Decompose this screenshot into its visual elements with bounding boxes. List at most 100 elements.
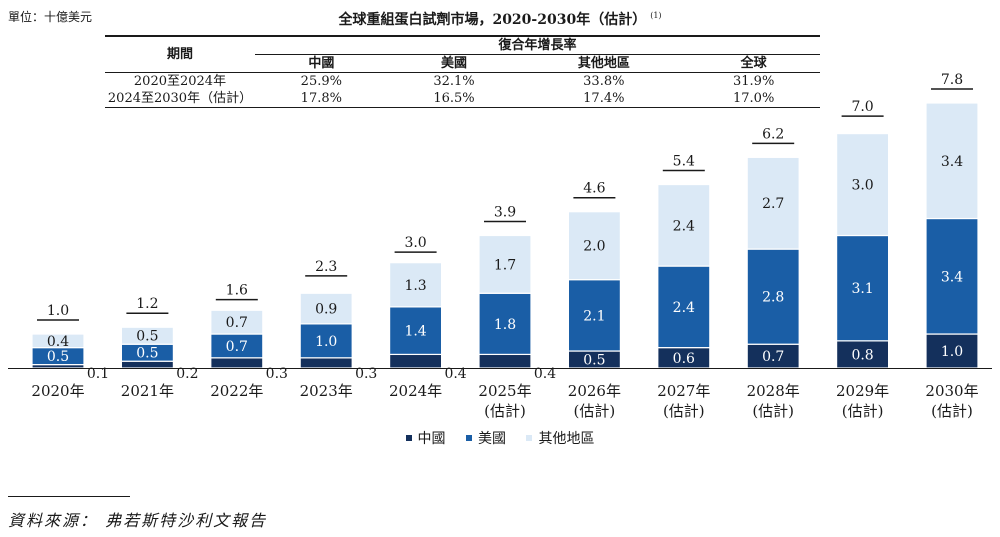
cagr-table: 期間 復合年增長率 中國 美國 其他地區 全球 2020至2024年 25.9%… [105, 35, 820, 108]
bar-segment-usa [567, 279, 622, 352]
bar-segment-usa [746, 248, 800, 345]
bar-segment-usa [389, 306, 443, 356]
data-label-china: 0.8 [851, 347, 873, 363]
x-tick-label: 2024年 [389, 382, 442, 400]
data-label-usa: 1.0 [315, 334, 337, 350]
legend-swatch-china [405, 435, 412, 441]
data-label-rest-of-world: 0.9 [315, 302, 337, 318]
total-label: 1.0 [47, 303, 69, 319]
x-tick-label: (估計) [484, 402, 526, 420]
x-tick-label: (估計) [931, 402, 973, 420]
data-label-china: 0.2 [176, 366, 198, 382]
x-tick-label: 2021年 [121, 382, 174, 400]
cagr-table-subheader-row: 中國 美國 其他地區 全球 [105, 54, 820, 73]
total-label: 6.2 [762, 126, 784, 142]
data-label-china: 0.4 [534, 366, 556, 382]
data-label-rest-of-world: 0.5 [136, 329, 158, 345]
x-tick-label: (估計) [574, 402, 616, 420]
bar-segment-china [299, 357, 353, 369]
total-label: 3.9 [494, 205, 516, 221]
data-label-rest-of-world: 0.4 [47, 334, 69, 350]
x-tick-label: 2025年 [478, 382, 531, 400]
bar-segment-rest-of-world [567, 211, 622, 281]
cagr-value: 33.8% [583, 74, 625, 89]
data-label-china: 1.0 [941, 344, 963, 360]
title-footnote-marker: (1) [650, 11, 662, 21]
source-divider [8, 496, 130, 497]
x-tick-label: 2023年 [300, 382, 353, 400]
data-label-rest-of-world: 1.7 [494, 257, 516, 273]
data-label-usa: 0.5 [136, 346, 158, 362]
bar-segment-usa [835, 234, 890, 342]
total-label: 7.0 [851, 99, 873, 115]
legend-item-china: 中國 [405, 431, 446, 447]
legend-label-china: 中國 [417, 431, 446, 447]
data-label-rest-of-world: 3.4 [941, 154, 963, 170]
cagr-col-header: 中國 [255, 54, 388, 73]
total-label: 1.2 [136, 296, 158, 312]
legend-swatch-rest-of-world [526, 435, 533, 441]
data-label-rest-of-world: 2.4 [673, 218, 695, 234]
cagr-value: 17.0% [687, 90, 820, 108]
x-tick-label: 2026年 [568, 382, 621, 400]
data-label-rest-of-world: 3.0 [851, 178, 873, 194]
legend-swatch-usa [466, 435, 472, 441]
bar-segment-rest-of-world [657, 183, 711, 267]
x-tick-label: 2022年 [210, 382, 263, 400]
cagr-period: 2020至2024年 [133, 74, 227, 89]
bar-segment-rest-of-world [925, 102, 979, 220]
data-label-china: 0.7 [762, 349, 784, 365]
total-label: 5.4 [673, 154, 695, 170]
cagr-value: 32.1% [433, 74, 475, 89]
cagr-value: 31.9% [733, 74, 775, 89]
bar-segment-rest-of-world [120, 326, 175, 345]
bar-segment-usa [478, 292, 532, 356]
cagr-value: 25.9% [300, 74, 342, 89]
data-label-usa: 2.1 [583, 308, 605, 324]
cagr-group-header: 復合年增長率 [255, 35, 820, 55]
source-note: 資料來源： 弗若斯特沙利文報告 [8, 511, 268, 530]
bar-segment-usa [657, 265, 711, 349]
period-header: 期間 [105, 35, 255, 73]
bar-segment-rest-of-world [389, 262, 443, 308]
x-tick-label: 2020年 [31, 382, 84, 400]
legend-item-usa: 美國 [466, 431, 506, 447]
chart-legend: 中國 美國 其他地區 [0, 428, 1000, 448]
bar-segment-rest-of-world [210, 309, 264, 335]
data-label-rest-of-world: 2.7 [762, 196, 784, 212]
x-tick-label: 2030年 [925, 382, 978, 400]
total-label: 7.8 [941, 72, 963, 88]
x-tick-label: 2028年 [747, 382, 800, 400]
bar-segment-rest-of-world [31, 333, 85, 349]
total-label: 2.3 [315, 259, 337, 275]
data-label-rest-of-world: 0.7 [226, 315, 248, 331]
bar-segment-rest-of-world [299, 292, 353, 325]
data-label-usa: 1.8 [494, 317, 516, 333]
cagr-table-header-row: 期間 復合年增長率 [105, 35, 820, 73]
bar-segment-rest-of-world [478, 234, 532, 294]
cagr-table-row: 2024至2030年（估計） 17.8% 16.5% 17.4% 17.0% [105, 90, 820, 108]
legend-label-rest-of-world: 其他地區 [538, 431, 595, 447]
cagr-value: 17.8% [255, 90, 388, 108]
cagr-period: 2024至2030年（估計） [105, 90, 255, 108]
x-tick-label: (估計) [752, 402, 794, 420]
legend-item-rest-of-world: 其他地區 [526, 431, 594, 447]
data-label-usa: 3.1 [851, 281, 873, 297]
bar-segment-china [120, 360, 175, 369]
bar-segment-china [210, 357, 264, 369]
cagr-col-header: 美國 [387, 54, 521, 73]
cagr-table-row: 2020至2024年 25.9% 32.1% 33.8% 31.9% [105, 73, 820, 91]
cagr-value: 16.5% [387, 90, 521, 108]
data-label-china: 0.5 [583, 353, 605, 369]
x-tick-label: (估計) [842, 402, 884, 420]
data-label-usa: 3.4 [941, 269, 963, 285]
total-label: 4.6 [583, 181, 605, 197]
bar-segment-rest-of-world [835, 132, 890, 237]
data-label-china: 0.6 [673, 351, 695, 367]
x-tick-label: 2027年 [657, 382, 710, 400]
x-tick-label: (估計) [663, 402, 705, 420]
data-label-china: 0.3 [355, 366, 377, 382]
cagr-value: 17.4% [520, 90, 688, 108]
bar-segment-rest-of-world [746, 156, 800, 250]
